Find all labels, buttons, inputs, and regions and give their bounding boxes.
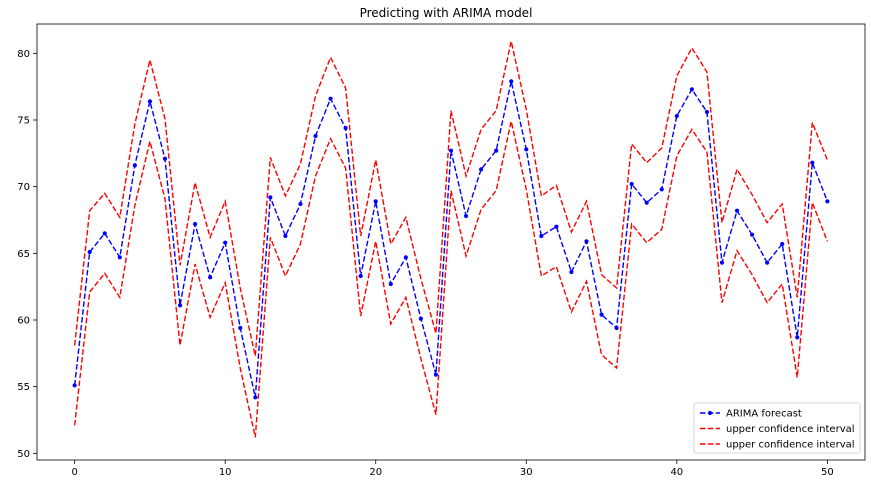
forecast-point: [343, 125, 348, 131]
forecast-point: [298, 201, 303, 207]
forecast-point: [629, 181, 634, 187]
forecast-point: [689, 87, 694, 92]
forecast-point: [795, 335, 800, 340]
forecast-point: [599, 312, 604, 317]
forecast-point: [780, 241, 785, 247]
x-axis: 0 10 20 30 40 50: [71, 460, 834, 478]
legend-label-0: ARIMA forecast: [726, 409, 802, 420]
x-tick-label: 10: [219, 467, 232, 478]
forecast-point: [253, 395, 258, 400]
forecast-point: [132, 163, 137, 168]
x-tick-label: 50: [821, 467, 834, 478]
y-tick-label: 55: [17, 382, 30, 393]
forecast-point: [734, 208, 740, 213]
forecast-point: [659, 187, 664, 192]
forecast-point: [72, 383, 77, 388]
forecast-point: [433, 372, 439, 377]
forecast-point: [403, 255, 408, 260]
forecast-point: [509, 79, 514, 84]
plot-frame: [36, 23, 866, 461]
forecast-point: [388, 281, 393, 287]
forecast-point: [358, 273, 363, 279]
series-line-2: [73, 121, 829, 438]
forecast-point: [539, 233, 544, 239]
forecast-point: [192, 221, 198, 227]
forecast-point: [765, 260, 770, 265]
forecast-point: [147, 99, 153, 104]
forecast-point: [569, 269, 574, 275]
forecast-point: [749, 232, 755, 237]
x-tick-label: 0: [71, 467, 77, 478]
forecast-point: [177, 303, 183, 308]
legend: ARIMA forecast upper confidence interval u…: [693, 402, 861, 454]
forecast-point: [223, 240, 228, 245]
forecast-point: [644, 200, 649, 205]
forecast-point: [268, 195, 273, 200]
chart-title: Predicting with ARIMA model: [360, 6, 533, 20]
forecast-point: [102, 231, 107, 236]
y-tick-label: 65: [17, 249, 30, 260]
forecast-point: [810, 160, 815, 165]
forecast-point: [704, 109, 710, 115]
x-tick-label: 30: [520, 467, 533, 478]
forecast-point: [87, 249, 92, 255]
forecast-point: [208, 275, 213, 280]
forecast-point: [494, 148, 499, 153]
y-axis: 50 55 60 65 70 75 80: [17, 49, 37, 460]
y-tick-label: 70: [17, 182, 30, 193]
forecast-point: [313, 133, 318, 139]
series-layer: [72, 41, 830, 438]
forecast-point: [719, 260, 725, 265]
forecast-point: [479, 167, 484, 172]
legend-box: [693, 402, 861, 454]
forecast-point: [283, 233, 288, 239]
forecast-point: [554, 224, 559, 229]
forecast-point: [524, 147, 529, 152]
forecast-point: [463, 213, 469, 219]
series-line-0: [73, 81, 829, 398]
forecast-point: [448, 148, 454, 153]
forecast-point: [373, 199, 378, 204]
legend-marker: [707, 410, 713, 416]
y-tick-label: 75: [17, 116, 30, 127]
forecast-point: [825, 199, 830, 204]
legend-label-1: upper confidence interval: [726, 424, 855, 435]
y-tick-label: 50: [17, 449, 30, 460]
legend-label-2: upper confidence interval: [726, 440, 855, 451]
forecast-point: [328, 96, 333, 101]
series-line-1: [73, 41, 829, 357]
x-tick-label: 20: [369, 467, 382, 478]
forecast-point: [584, 239, 589, 244]
forecast-point: [674, 113, 679, 119]
forecast-point: [614, 325, 619, 331]
y-tick-label: 60: [17, 316, 30, 327]
forecast-point: [117, 255, 122, 260]
forecast-point: [418, 316, 423, 321]
forecast-point: [238, 325, 243, 331]
y-tick-label: 80: [17, 49, 30, 60]
x-tick-label: 40: [670, 467, 683, 478]
forecast-point: [162, 156, 168, 161]
